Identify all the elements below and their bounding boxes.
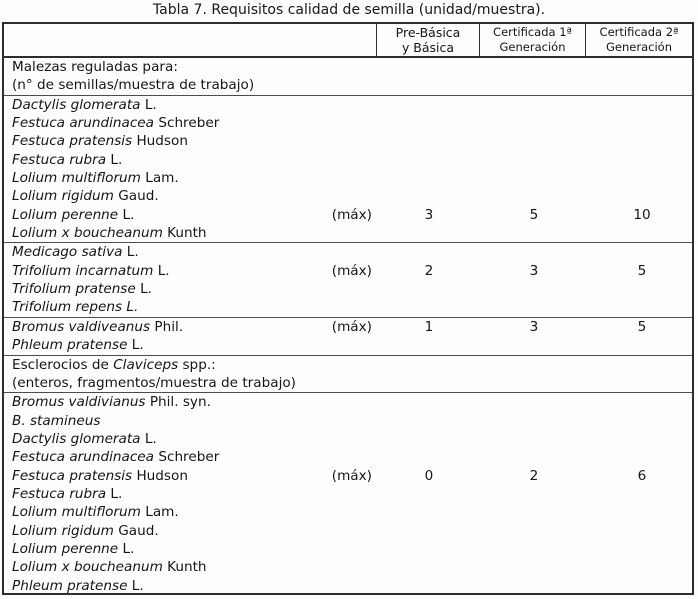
species-group-block: Bromus valdivianus Phil. syn. B. stamineu… <box>4 393 692 595</box>
species-row: Phleum pratense L. <box>4 577 692 595</box>
row-text: Bromus valdivianus Phil. syn. <box>12 394 211 411</box>
column-header-line: Generación <box>606 40 672 54</box>
limit-value-col2: 2 <box>529 467 539 484</box>
table-header-row: Pre-Básica y Básica Certificada 1ª Gener… <box>4 24 692 58</box>
species-row: Phleum pratense L. <box>4 336 692 354</box>
row-text: Medicago sativa L. <box>12 244 139 261</box>
section-header-block: Esclerocios de Claviceps spp.: (enteros, … <box>4 356 692 394</box>
species-row: Festuca arundinacea Schreber <box>4 114 692 132</box>
species-row: Festuca pratensis Hudson <box>4 132 692 150</box>
column-header-certificada-1: Certificada 1ª Generación <box>480 24 586 56</box>
species-group-block: Medicago sativa L. Trifolium incarnatum L… <box>4 243 692 318</box>
row-text: Esclerocios de Claviceps spp.: <box>12 356 216 373</box>
species-row: Trifolium pratense L. <box>4 280 692 298</box>
row-text: Festuca rubra L. <box>12 485 123 502</box>
column-header-line: y Básica <box>401 40 455 55</box>
species-row: Lolium multiflorum Lam. <box>4 503 692 521</box>
column-header-line: Certificada 2ª <box>599 25 679 39</box>
max-label: (máx) <box>331 318 372 335</box>
column-header-line: Pre-Básica <box>395 25 461 40</box>
row-text: Dactylis glomerata L. <box>12 96 157 113</box>
species-row: Lolium perenne L. <box>4 540 692 558</box>
species-row: Festuca pratensis Hudson (máx) 0 2 6 <box>4 467 692 485</box>
row-text: Trifolium incarnatum L. <box>12 262 170 279</box>
section-header-line: (enteros, fragmentos/muestra de trabajo) <box>4 374 692 392</box>
species-group-block: Dactylis glomerata L. Festuca arundinacea… <box>4 96 692 244</box>
section-header-line: (n° de semillas/muestra de trabajo) <box>4 76 692 94</box>
row-text: Lolium multiflorum Lam. <box>12 504 179 521</box>
species-row: Lolium multiflorum Lam. <box>4 169 692 187</box>
row-text: Trifolium pratense L. <box>12 281 152 298</box>
limit-value-col1: 0 <box>424 467 434 484</box>
seed-requirements-table: Pre-Básica y Básica Certificada 1ª Gener… <box>2 22 694 595</box>
limit-value-col3: 6 <box>637 467 647 484</box>
species-row: Lolium perenne L. (máx) 3 5 10 <box>4 206 692 224</box>
species-row: Lolium rigidum Gaud. <box>4 187 692 205</box>
row-text: Festuca pratensis Hudson <box>12 467 188 484</box>
species-row: Bromus valdiveanus Phil. (máx) 1 3 5 <box>4 318 692 336</box>
row-text: Lolium x boucheanum Kunth <box>12 225 207 242</box>
section-header-line: Malezas reguladas para: <box>4 58 692 76</box>
row-text: (n° de semillas/muestra de trabajo) <box>12 77 255 94</box>
max-label: (máx) <box>331 206 372 223</box>
row-text: Festuca arundinacea Schreber <box>12 449 220 466</box>
limit-value-col1: 3 <box>424 206 434 223</box>
row-text: Lolium rigidum Gaud. <box>12 188 159 205</box>
species-row: Dactylis glomerata L. <box>4 96 692 114</box>
species-row: B. stamineus <box>4 412 692 430</box>
row-text: B. stamineus <box>12 412 101 429</box>
column-header-line: Generación <box>499 40 566 54</box>
row-text: Bromus valdiveanus Phil. <box>12 318 184 335</box>
species-row: Lolium rigidum Gaud. <box>4 522 692 540</box>
row-text: Festuca rubra L. <box>12 151 123 168</box>
max-label: (máx) <box>331 262 372 279</box>
limit-value-col3: 10 <box>633 206 651 223</box>
row-text: Festuca pratensis Hudson <box>12 133 188 150</box>
species-row: Festuca rubra L. <box>4 151 692 169</box>
species-row: Lolium x boucheanum Kunth <box>4 558 692 576</box>
table-title: Tabla 7. Requisitos calidad de semilla (… <box>152 2 546 18</box>
row-text: Dactylis glomerata L. <box>12 430 157 447</box>
species-row: Bromus valdivianus Phil. syn. <box>4 393 692 411</box>
row-text: (enteros, fragmentos/muestra de trabajo) <box>12 374 296 391</box>
row-text: Trifolium repens L. <box>12 299 139 316</box>
limit-value-col2: 3 <box>529 318 539 335</box>
column-header-species <box>4 24 377 56</box>
section-header-line: Esclerocios de Claviceps spp.: <box>4 356 692 374</box>
limit-value-col2: 3 <box>529 262 539 279</box>
row-text: Malezas reguladas para: <box>12 59 178 75</box>
limit-value-col1: 1 <box>424 318 434 335</box>
species-row: Trifolium incarnatum L. (máx) 2 3 5 <box>4 262 692 280</box>
column-header-prebasica: Pre-Básica y Básica <box>377 24 480 56</box>
column-header-line: Certificada 1ª <box>493 25 572 39</box>
row-text: Phleum pratense L. <box>12 577 144 594</box>
row-text: Festuca arundinacea Schreber <box>12 115 220 132</box>
species-row: Festuca arundinacea Schreber <box>4 448 692 466</box>
row-text: Lolium multiflorum Lam. <box>12 170 179 187</box>
table-body: Malezas reguladas para: (n° de semillas/m… <box>4 58 692 595</box>
row-text: Lolium perenne L. <box>12 540 135 557</box>
species-row: Lolium x boucheanum Kunth <box>4 224 692 242</box>
row-text: Lolium rigidum Gaud. <box>12 522 159 539</box>
row-text: Lolium x boucheanum Kunth <box>12 559 207 576</box>
column-header-certificada-2: Certificada 2ª Generación <box>586 24 692 56</box>
row-text: Lolium perenne L. <box>12 206 135 223</box>
limit-value-col2: 5 <box>529 206 539 223</box>
species-group-block: Bromus valdiveanus Phil. (máx) 1 3 5 Phleum p… <box>4 318 692 356</box>
species-row: Trifolium repens L. <box>4 298 692 316</box>
max-label: (máx) <box>331 467 372 484</box>
section-header-block: Malezas reguladas para: (n° de semillas/m… <box>4 58 692 96</box>
limit-value-col1: 2 <box>424 262 434 279</box>
limit-value-col3: 5 <box>637 262 647 279</box>
row-text: Phleum pratense L. <box>12 337 144 354</box>
species-row: Festuca rubra L. <box>4 485 692 503</box>
species-row: Medicago sativa L. <box>4 243 692 261</box>
species-row: Dactylis glomerata L. <box>4 430 692 448</box>
limit-value-col3: 5 <box>637 318 647 335</box>
